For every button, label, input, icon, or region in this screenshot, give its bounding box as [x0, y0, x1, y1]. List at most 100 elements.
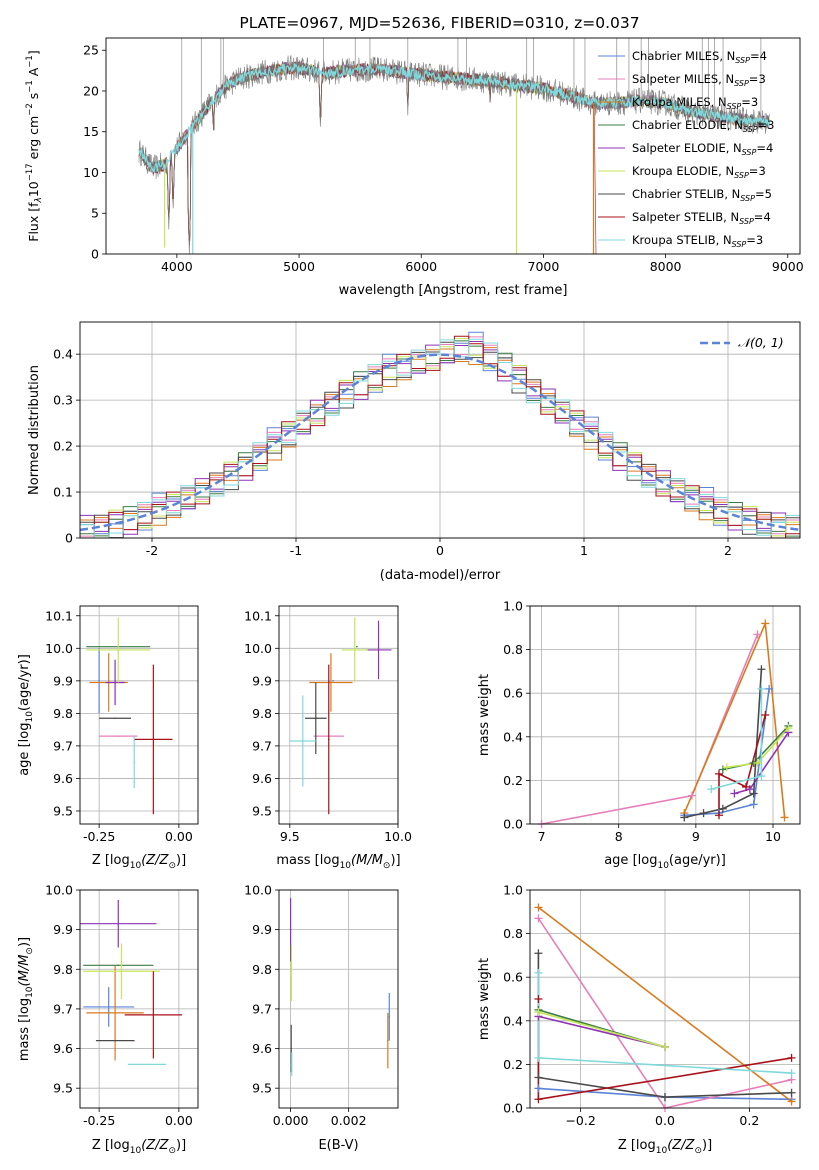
label-part: A: [26, 67, 41, 80]
label-part: −1: [25, 80, 35, 93]
label-part: =: [749, 164, 759, 178]
data-point: [289, 928, 292, 931]
label-part: SSP: [739, 217, 754, 226]
plus-marker: [722, 763, 731, 772]
legend-label: Salpeter STELIB, NSSP=4: [632, 210, 771, 226]
label-part: SSP: [742, 148, 757, 157]
y-tick-label: 0: [91, 247, 99, 262]
label-part: Salpeter STELIB: [632, 210, 723, 224]
x-tick-label: -0.25: [83, 1113, 115, 1128]
x-tick-label: 0: [436, 543, 444, 558]
x-tick-label: 10: [765, 829, 781, 844]
x-tick-label: −0.2: [565, 1113, 595, 1128]
label-part: (M/M: [17, 955, 32, 987]
label-part: −1: [25, 55, 35, 68]
x-axis-label: wavelength [Angstrom, rest frame]: [339, 283, 568, 298]
series-line: [538, 1011, 666, 1048]
data-point: [146, 1063, 148, 1066]
label-part: =: [755, 187, 765, 201]
label-part: 10: [657, 861, 669, 871]
plus-marker: [784, 724, 793, 733]
data-point: [152, 738, 155, 741]
y-tick-label: 25: [83, 43, 99, 58]
label-part: mass weight: [477, 958, 492, 1040]
y-tick-label: 0: [65, 531, 73, 546]
label-part: ,: [723, 210, 730, 224]
x-tick-label: 4000: [161, 259, 193, 274]
data-point: [290, 1063, 293, 1066]
label-part: SSP: [743, 125, 758, 134]
label-part: 10: [340, 861, 352, 871]
label-part: )]: [176, 853, 186, 868]
data-point: [117, 922, 120, 925]
plus-marker: [534, 949, 543, 958]
plus-marker: [534, 914, 543, 923]
plus-marker: [761, 619, 770, 628]
x-tick-label: 8: [615, 829, 623, 844]
plot-area: [289, 617, 392, 815]
label-part: 10: [130, 861, 142, 871]
y-tick-label: 10.1: [45, 608, 73, 623]
y-tick-label: 9.5: [252, 1081, 272, 1096]
axes-frame: [79, 605, 199, 825]
x-tick-label: 1: [580, 543, 588, 558]
y-tick-label: 9.9: [252, 922, 272, 937]
legend-label: 𝒩(0, 1): [738, 335, 784, 350]
label-part: 3: [756, 233, 763, 247]
plus-marker: [715, 811, 723, 820]
label-part: (Z/Z: [141, 853, 169, 868]
x-tick-label: 0.002: [331, 1113, 367, 1128]
legend-label: Salpeter ELODIE, NSSP=4: [632, 141, 773, 157]
label-part: )]: [176, 1138, 186, 1153]
plus-marker: [753, 630, 762, 639]
x-tick-label: 8000: [650, 259, 682, 274]
label-part: ]: [26, 50, 41, 55]
label-part: Salpeter ELODIE: [632, 141, 726, 155]
x-tick-label: 0.000: [273, 1113, 309, 1128]
y-tick-label: 9.5: [53, 1081, 73, 1096]
plot-area: [80, 331, 800, 538]
y-tick-label: 10.0: [244, 641, 272, 656]
x-tick-label: 7: [538, 829, 546, 844]
label-part: SSP: [732, 240, 747, 249]
label-part: =: [741, 95, 751, 109]
label-part: ,: [726, 141, 733, 155]
legend-label: Chabrier ELODIE, NSSP=3: [632, 118, 774, 134]
label-part: ⊙: [168, 1146, 176, 1156]
data-point: [388, 1016, 391, 1018]
label-part: 3: [758, 164, 765, 178]
data-point: [114, 1039, 116, 1042]
data-point: [290, 1047, 292, 1050]
plus-marker: [757, 772, 766, 781]
plus-marker: [707, 785, 716, 794]
plus-marker: [661, 1093, 669, 1102]
y-tick-label: 0.4: [503, 1013, 523, 1028]
label-part: )]: [390, 853, 400, 868]
x-tick-label: 6000: [405, 259, 437, 274]
plus-marker: [787, 1097, 796, 1106]
plot-area: [537, 906, 793, 1108]
axes-frame: [79, 321, 801, 539]
plot-area: [86, 617, 173, 815]
legend-label: Chabrier STELIB, NSSP=5: [632, 187, 772, 203]
legend-label: Kroupa MILES, NSSP=3: [632, 95, 758, 111]
label-part: Kroupa ELODIE: [632, 164, 718, 178]
label-part: Z [log: [92, 853, 130, 868]
x-axis-label: Z [log10(Z/Z⊙)]: [92, 853, 186, 871]
label-part: 10: [130, 1146, 142, 1156]
axes-frame: [529, 889, 801, 1109]
label-part: N: [725, 72, 734, 86]
plus-marker: [534, 1053, 543, 1062]
y-tick-label: 0.2: [503, 773, 523, 788]
y-tick-label: 9.6: [53, 1041, 73, 1056]
y-tick-label: 5: [91, 206, 99, 221]
label-part: 10: [26, 181, 41, 197]
data-point: [152, 1014, 155, 1016]
histogram-step: [80, 338, 800, 538]
label-part: erg cm: [26, 116, 41, 164]
data-point: [117, 735, 120, 737]
y-tick-label: 9.7: [53, 1001, 73, 1016]
label-part: Chabrier MILES: [632, 49, 719, 63]
label-part: Salpeter MILES: [632, 72, 718, 86]
